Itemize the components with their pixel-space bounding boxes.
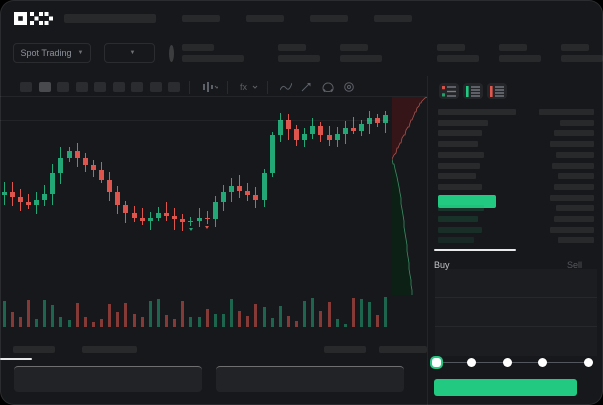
svg-text:fx: fx — [240, 82, 248, 92]
